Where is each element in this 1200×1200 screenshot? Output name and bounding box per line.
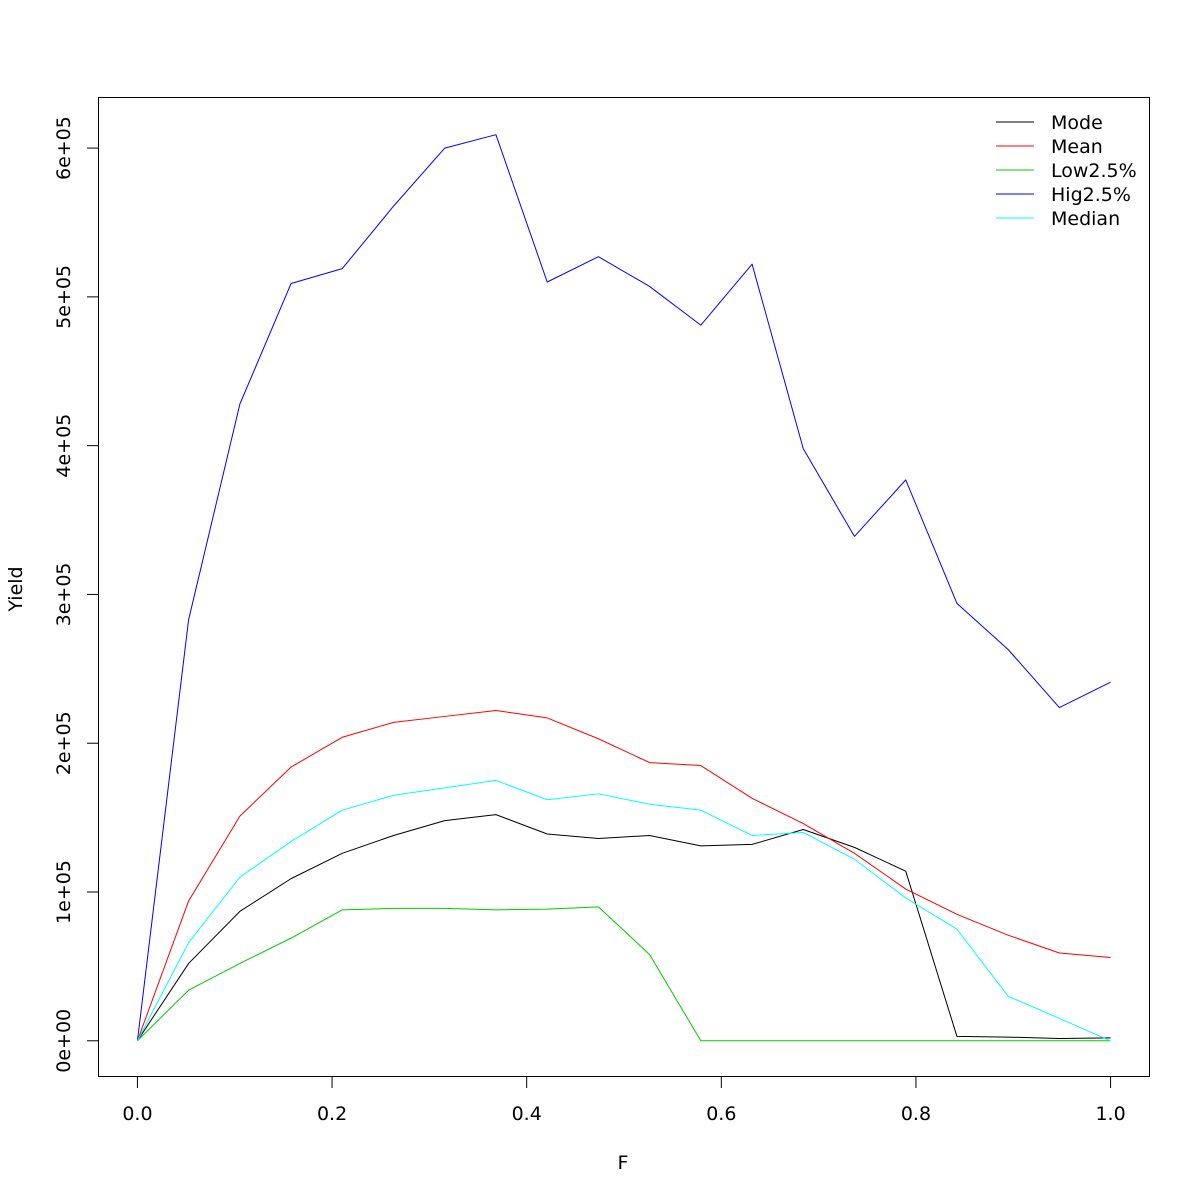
legend-label-hig2-5: Hig2.5% bbox=[1051, 184, 1131, 206]
x-tick-label: 1.0 bbox=[1095, 1103, 1125, 1125]
x-tick-label: 0.8 bbox=[901, 1103, 931, 1125]
x-tick-label: 0.4 bbox=[512, 1103, 542, 1125]
series-lines bbox=[136, 134, 1111, 1042]
x-tick-label: 0.2 bbox=[317, 1103, 347, 1125]
legend-label-median: Median bbox=[1051, 208, 1120, 230]
y-tick-label: 2e+05 bbox=[53, 711, 75, 775]
y-axis-title: Yield bbox=[5, 566, 27, 612]
series-line-mode bbox=[137, 814, 1111, 1042]
x-tick-label: 0.0 bbox=[122, 1103, 152, 1125]
y-tick-label: 4e+05 bbox=[53, 414, 75, 478]
x-axis-title: F bbox=[618, 1152, 629, 1174]
plot-frame bbox=[98, 97, 1150, 1077]
series-line-hig2-5 bbox=[136, 134, 1111, 1041]
x-axis: 0.0 0.2 0.4 0.6 0.8 1.0 bbox=[122, 1076, 1126, 1125]
legend-label-mean: Mean bbox=[1051, 136, 1103, 158]
series-line-median bbox=[136, 779, 1111, 1042]
legend-label-mode: Mode bbox=[1051, 112, 1103, 134]
y-tick-label: 1e+05 bbox=[53, 860, 75, 924]
series-line-mean bbox=[136, 709, 1111, 1041]
y-axis: 0e+00 1e+05 2e+05 3e+05 4e+05 5e+05 6e+05 bbox=[53, 116, 99, 1073]
series-line-low2-5 bbox=[137, 906, 1111, 1042]
y-tick-label: 5e+05 bbox=[53, 265, 75, 329]
legend-label-low2-5: Low2.5% bbox=[1051, 160, 1137, 182]
x-tick-label: 0.6 bbox=[706, 1103, 736, 1125]
y-tick-label: 0e+00 bbox=[53, 1009, 75, 1073]
y-tick-label: 6e+05 bbox=[53, 116, 75, 180]
y-tick-label: 3e+05 bbox=[53, 563, 75, 627]
